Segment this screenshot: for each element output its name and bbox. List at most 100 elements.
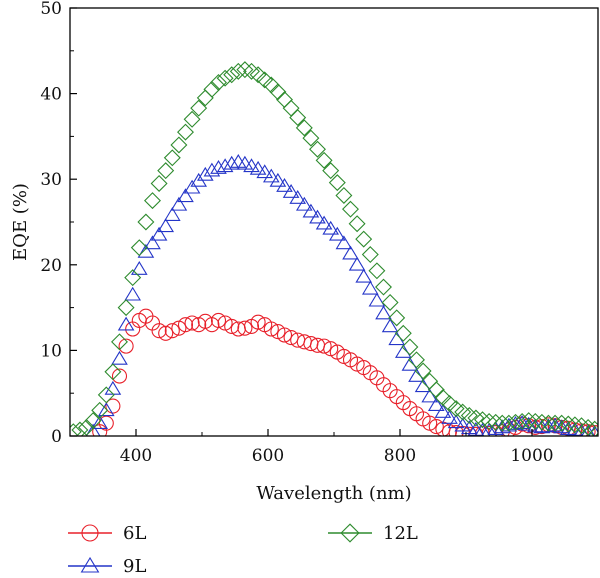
data-point-9l (282, 183, 300, 198)
legend-label: 6L (123, 523, 146, 544)
data-point-12l (361, 246, 379, 264)
data-point-12l (500, 414, 518, 432)
data-point-6l (224, 318, 240, 334)
data-point-9l (474, 422, 491, 436)
x-tick-label: 600 (252, 446, 284, 466)
ticks-layer: 400 600 800 1000 0 10 20 30 40 50 (40, 0, 599, 466)
data-point-12l (335, 186, 353, 204)
series-9l (85, 154, 598, 436)
data-point-12l (487, 413, 505, 431)
data-point-9l (361, 280, 379, 295)
data-point-9l (163, 207, 181, 221)
data-point-9l (177, 188, 194, 203)
legend-item-12l: 12L (328, 523, 418, 544)
data-point-12l (553, 414, 571, 432)
data-point-12l (526, 412, 544, 430)
data-point-9l (368, 292, 386, 307)
data-point-12l (546, 414, 564, 432)
data-point-9l (315, 215, 333, 230)
data-point-12l (480, 412, 498, 430)
data-point-12l (559, 415, 577, 433)
data-point-12l (381, 293, 399, 311)
data-point-12l (97, 386, 115, 404)
data-point-9l (381, 318, 399, 333)
data-point-12l (401, 338, 419, 356)
data-point-12l (84, 412, 102, 430)
data-point-9l (427, 397, 445, 411)
data-point-12l (104, 363, 122, 381)
data-point-9l (348, 256, 366, 271)
data-point-12l (229, 62, 247, 80)
data-point-9l (328, 226, 346, 241)
data-point-9l (342, 245, 359, 260)
legend-label: 12L (383, 523, 418, 544)
data-point-9l (295, 196, 313, 211)
data-point-9l (269, 172, 287, 187)
data-point-12l (348, 215, 366, 233)
x-tick-label: 400 (120, 446, 152, 466)
data-point-6l (158, 325, 174, 341)
legend: 6L 9L 12L (68, 523, 418, 577)
data-point-12l (427, 381, 445, 399)
data-point-12l (130, 239, 148, 257)
data-point-12l (507, 413, 524, 431)
data-point-9l (454, 417, 472, 432)
y-axis-title: EQE (%) (10, 183, 31, 261)
data-point-12l (394, 324, 412, 342)
legend-item-9l: 9L (68, 556, 146, 577)
data-point-12l (269, 83, 287, 101)
data-point-12l (249, 66, 267, 84)
y-tick-label: 10 (40, 341, 62, 361)
data-point-12l (375, 278, 392, 296)
data-point-12l (302, 129, 320, 147)
legend-marker-12l (340, 523, 360, 543)
data-point-9l (335, 235, 353, 250)
data-point-9l (144, 235, 161, 250)
data-point-12l (315, 151, 333, 169)
plot-frame (69, 7, 599, 437)
data-point-9l (236, 155, 254, 170)
legend-marker-6l (81, 524, 99, 542)
data-point-9l (97, 402, 115, 417)
data-point-6l (164, 323, 180, 339)
data-point-9l (375, 305, 392, 320)
data-point-9l (540, 418, 557, 433)
data-point-9l (203, 162, 221, 177)
data-point-12l (91, 401, 109, 419)
data-point-6l (263, 321, 279, 337)
x-tick-label: 1000 (510, 446, 553, 466)
data-point-12l (210, 73, 227, 91)
data-point-12l (441, 394, 458, 412)
data-point-9l (302, 203, 320, 218)
data-point-9l (421, 388, 439, 403)
data-point-12l (177, 123, 194, 141)
data-point-12l (474, 411, 491, 429)
data-point-12l (322, 162, 340, 180)
data-point-12l (157, 162, 175, 180)
data-point-12l (408, 351, 425, 369)
data-point-12l (579, 418, 597, 436)
data-point-12l (203, 80, 221, 98)
data-point-9l (408, 368, 425, 382)
data-point-9l (249, 160, 267, 175)
data-point-12l (78, 418, 95, 436)
data-point-12l (566, 416, 584, 434)
data-point-9l (276, 177, 293, 192)
data-point-9l (130, 261, 148, 275)
data-point-9l (441, 409, 458, 424)
data-point-12l (289, 109, 307, 127)
data-point-12l (144, 192, 161, 210)
data-point-12l (256, 71, 274, 89)
data-point-9l (85, 423, 101, 436)
data-point-12l (520, 412, 538, 430)
data-point-9l (243, 158, 260, 173)
x-axis-title: Wavelength (nm) (256, 483, 411, 504)
data-point-12l (183, 110, 201, 128)
data-point-6l (98, 415, 114, 431)
data-point-12l (282, 99, 300, 117)
data-point-12l (460, 406, 478, 424)
data-point-12l (540, 414, 557, 432)
data-point-12l (117, 299, 135, 317)
y-tick-label: 0 (51, 427, 62, 447)
data-point-12l (328, 174, 346, 192)
